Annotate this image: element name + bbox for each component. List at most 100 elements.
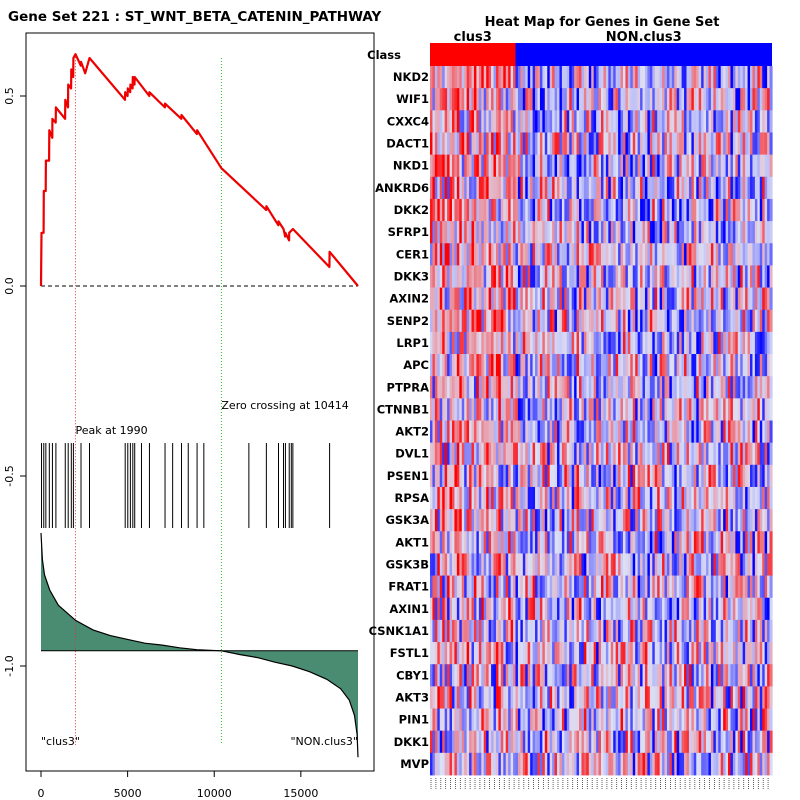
heatmap-cell xyxy=(430,354,434,377)
heatmap-cell xyxy=(574,221,578,244)
heatmap-cell xyxy=(706,287,710,311)
heatmap-cell xyxy=(508,597,512,621)
heatmap-cell xyxy=(649,464,653,488)
heatmap-cell xyxy=(742,398,746,421)
heatmap-cell xyxy=(473,154,478,178)
heatmap-cell xyxy=(613,752,617,776)
heatmap-cell xyxy=(432,398,436,421)
heatmap-cell xyxy=(615,642,619,665)
heatmap-cell xyxy=(693,420,697,444)
heatmap-cell xyxy=(542,575,546,599)
heatmap-cell xyxy=(593,66,597,89)
heatmap-cell xyxy=(483,442,487,466)
heatmap-cell xyxy=(520,110,524,133)
heatmap-cell xyxy=(701,664,705,687)
heatmap-cell xyxy=(598,221,602,244)
heatmap-cell xyxy=(579,176,583,200)
heatmap-cell xyxy=(476,243,480,266)
heatmap-cell xyxy=(691,619,695,643)
heatmap-cell xyxy=(449,509,453,532)
heatmap-cell xyxy=(593,464,597,488)
heatmap-cell xyxy=(478,486,482,510)
heatmap-cell xyxy=(522,597,526,621)
heatmap-cell xyxy=(464,575,468,599)
heatmap-cell xyxy=(537,597,541,621)
heatmap-cell xyxy=(644,265,649,288)
heatmap-cell xyxy=(532,331,536,355)
heatmap-cell xyxy=(588,110,592,133)
heatmap-cell xyxy=(674,176,678,200)
heatmap-cell xyxy=(515,398,519,421)
heatmap-cell xyxy=(525,642,529,665)
heatmap-cell xyxy=(493,154,497,178)
heatmap-cell xyxy=(451,442,456,466)
heatmap-cell xyxy=(586,752,590,776)
heatmap-cell xyxy=(750,354,754,377)
heatmap-cell xyxy=(679,398,683,421)
heatmap-cell xyxy=(517,531,521,554)
heatmap-cell xyxy=(669,243,673,266)
heatmap-cell xyxy=(566,354,570,377)
heatmap-cell xyxy=(473,287,478,311)
heatmap-cell xyxy=(544,486,548,510)
heatmap-cell xyxy=(505,420,509,444)
heatmap-cell xyxy=(481,730,485,754)
heatmap-cell xyxy=(459,708,463,732)
heatmap-cell xyxy=(728,486,732,510)
heatmap-cell xyxy=(657,221,661,244)
heatmap-cell xyxy=(603,442,607,466)
heatmap-cell xyxy=(691,509,695,532)
heatmap-cell xyxy=(649,420,653,444)
heatmap-cell xyxy=(662,553,666,576)
heatmap-cell xyxy=(525,575,529,599)
heatmap-cell xyxy=(451,66,456,89)
heatmap-cell xyxy=(605,132,609,156)
heatmap-cell xyxy=(491,88,495,111)
heatmap-cell xyxy=(662,420,666,444)
heatmap-cell xyxy=(698,553,702,576)
heatmap-cell xyxy=(610,664,614,687)
heatmap-cell xyxy=(627,176,631,200)
heatmap-cell xyxy=(681,376,685,399)
heatmap-cell xyxy=(542,553,546,576)
heatmap-cell xyxy=(745,287,749,311)
heatmap-cell xyxy=(535,221,539,244)
heatmap-cell xyxy=(620,176,624,200)
heatmap-cell xyxy=(644,398,649,421)
heatmap-cell xyxy=(559,464,563,488)
heatmap-cell xyxy=(591,221,595,244)
heatmap-cell xyxy=(622,354,627,377)
heatmap-cell xyxy=(630,176,634,200)
heatmap-cell xyxy=(701,442,705,466)
heatmap-cell xyxy=(442,642,446,665)
heatmap-cell xyxy=(522,376,526,399)
heatmap-cell xyxy=(750,642,754,665)
heatmap-cell xyxy=(432,442,436,466)
heatmap-cell xyxy=(444,420,448,444)
heatmap-cell xyxy=(659,88,663,111)
heatmap-cell xyxy=(454,664,458,687)
heatmap-cell xyxy=(454,509,458,532)
heatmap-cell xyxy=(715,664,719,687)
heatmap-cell xyxy=(564,376,568,399)
heatmap-cell xyxy=(539,619,543,643)
heatmap-cell xyxy=(708,553,712,576)
heatmap-cell xyxy=(583,464,587,488)
heatmap-cell xyxy=(666,331,670,355)
heatmap-cell xyxy=(593,398,597,421)
heatmap-cell xyxy=(444,176,448,200)
heatmap-cell xyxy=(478,752,482,776)
heatmap-cell xyxy=(461,708,465,732)
heatmap-cell xyxy=(593,619,597,643)
heatmap-cell xyxy=(620,486,624,510)
heatmap-cell xyxy=(732,486,736,510)
heatmap-cell xyxy=(747,752,751,776)
heatmap-cell xyxy=(640,309,644,333)
heatmap-cell xyxy=(637,309,641,333)
heatmap-cell xyxy=(486,531,490,554)
heatmap-cell xyxy=(659,597,663,621)
heatmap-cell xyxy=(500,132,504,156)
heatmap-cell xyxy=(603,154,607,178)
heatmap-cell xyxy=(747,575,751,599)
heatmap-cell xyxy=(444,730,448,754)
